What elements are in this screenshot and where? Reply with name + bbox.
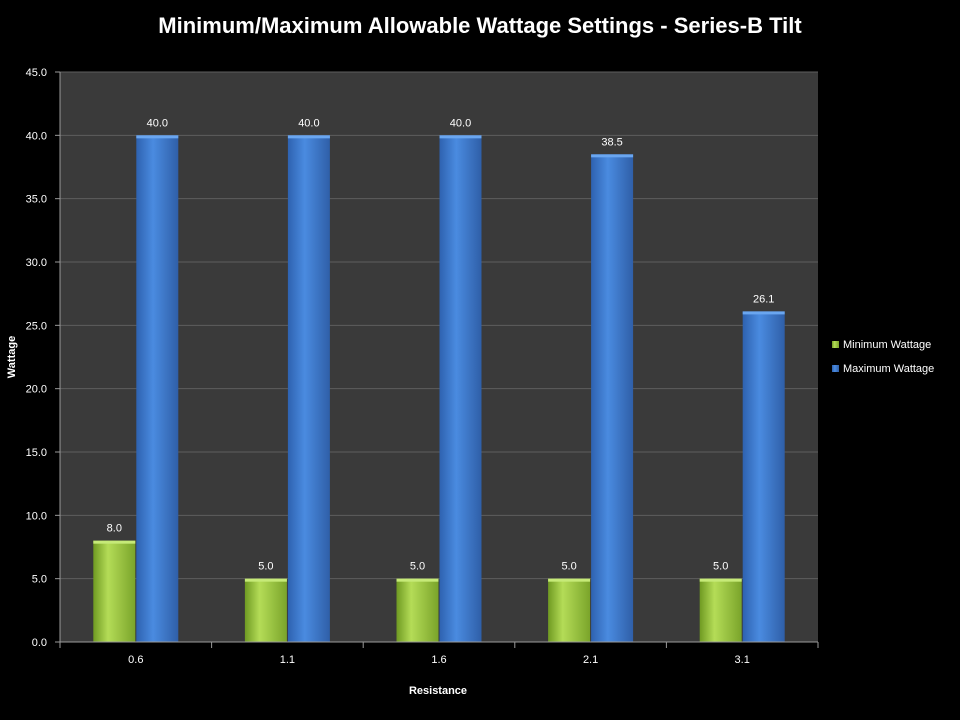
bars <box>93 135 785 643</box>
y-tick-label: 35.0 <box>26 194 47 206</box>
bar-highlight <box>244 578 287 582</box>
y-tick-label: 20.0 <box>26 384 47 396</box>
bar-maximum-wattage <box>742 311 785 642</box>
data-label: 5.0 <box>713 561 728 573</box>
y-tick-label: 30.0 <box>26 257 47 269</box>
y-tick-label: 40.0 <box>26 130 47 142</box>
data-label: 40.0 <box>298 117 319 129</box>
bar-minimum-wattage <box>93 540 136 642</box>
bar-highlight <box>591 154 634 158</box>
chart-title: Minimum/Maximum Allowable Wattage Settin… <box>158 13 802 38</box>
data-label: 8.0 <box>107 523 122 535</box>
data-label: 26.1 <box>753 293 774 305</box>
data-label: 5.0 <box>561 561 576 573</box>
legend-swatch <box>832 365 839 372</box>
data-label: 40.0 <box>450 117 471 129</box>
x-tick-label: 1.1 <box>280 654 295 666</box>
data-labels: 8.0 5.0 5.0 5.0 5.0 40.0 40.0 40.0 38.5 26.1 <box>107 117 775 572</box>
axes: 0.0 5.0 10.0 15.0 20.0 25.0 30.0 35.0 40.0 45.0 0.… <box>26 67 819 666</box>
bar-highlight <box>396 578 439 582</box>
plot-area <box>60 72 818 642</box>
legend-label: Minimum Wattage <box>843 339 931 351</box>
gridlines <box>60 71 818 580</box>
bar-highlight <box>93 540 136 544</box>
bar-highlight <box>699 578 742 582</box>
x-tick-label: 1.6 <box>431 654 446 666</box>
data-label: 5.0 <box>258 561 273 573</box>
legend-label: Maximum Wattage <box>843 363 934 375</box>
legend-swatch <box>832 341 839 348</box>
bar-minimum-wattage <box>396 578 439 642</box>
bar-minimum-wattage <box>244 578 287 642</box>
y-tick-label: 45.0 <box>26 67 47 79</box>
x-axis-title: Resistance <box>409 685 467 697</box>
bar-highlight <box>287 135 330 139</box>
bar-maximum-wattage <box>439 135 482 643</box>
x-tick-label: 3.1 <box>735 654 750 666</box>
bar-highlight <box>439 135 482 139</box>
bar-highlight <box>136 135 179 139</box>
x-tick-label: 2.1 <box>583 654 598 666</box>
bar-maximum-wattage <box>287 135 330 643</box>
bar-highlight <box>548 578 591 582</box>
bar-maximum-wattage <box>136 135 179 643</box>
y-tick-label: 10.0 <box>26 510 47 522</box>
x-tick-label: 0.6 <box>128 654 143 666</box>
bar-minimum-wattage <box>548 578 591 642</box>
legend: Minimum Wattage Maximum Wattage <box>832 339 934 375</box>
y-axis-title: Wattage <box>6 336 18 378</box>
bar-maximum-wattage <box>591 154 634 643</box>
y-tick-label: 25.0 <box>26 320 47 332</box>
y-tick-label: 0.0 <box>32 637 47 649</box>
data-label: 5.0 <box>410 561 425 573</box>
y-tick-label: 15.0 <box>26 447 47 459</box>
data-label: 38.5 <box>601 136 622 148</box>
data-label: 40.0 <box>147 117 168 129</box>
bar-highlight <box>742 311 785 315</box>
y-tick-label: 5.0 <box>32 574 47 586</box>
bar-minimum-wattage <box>699 578 742 642</box>
